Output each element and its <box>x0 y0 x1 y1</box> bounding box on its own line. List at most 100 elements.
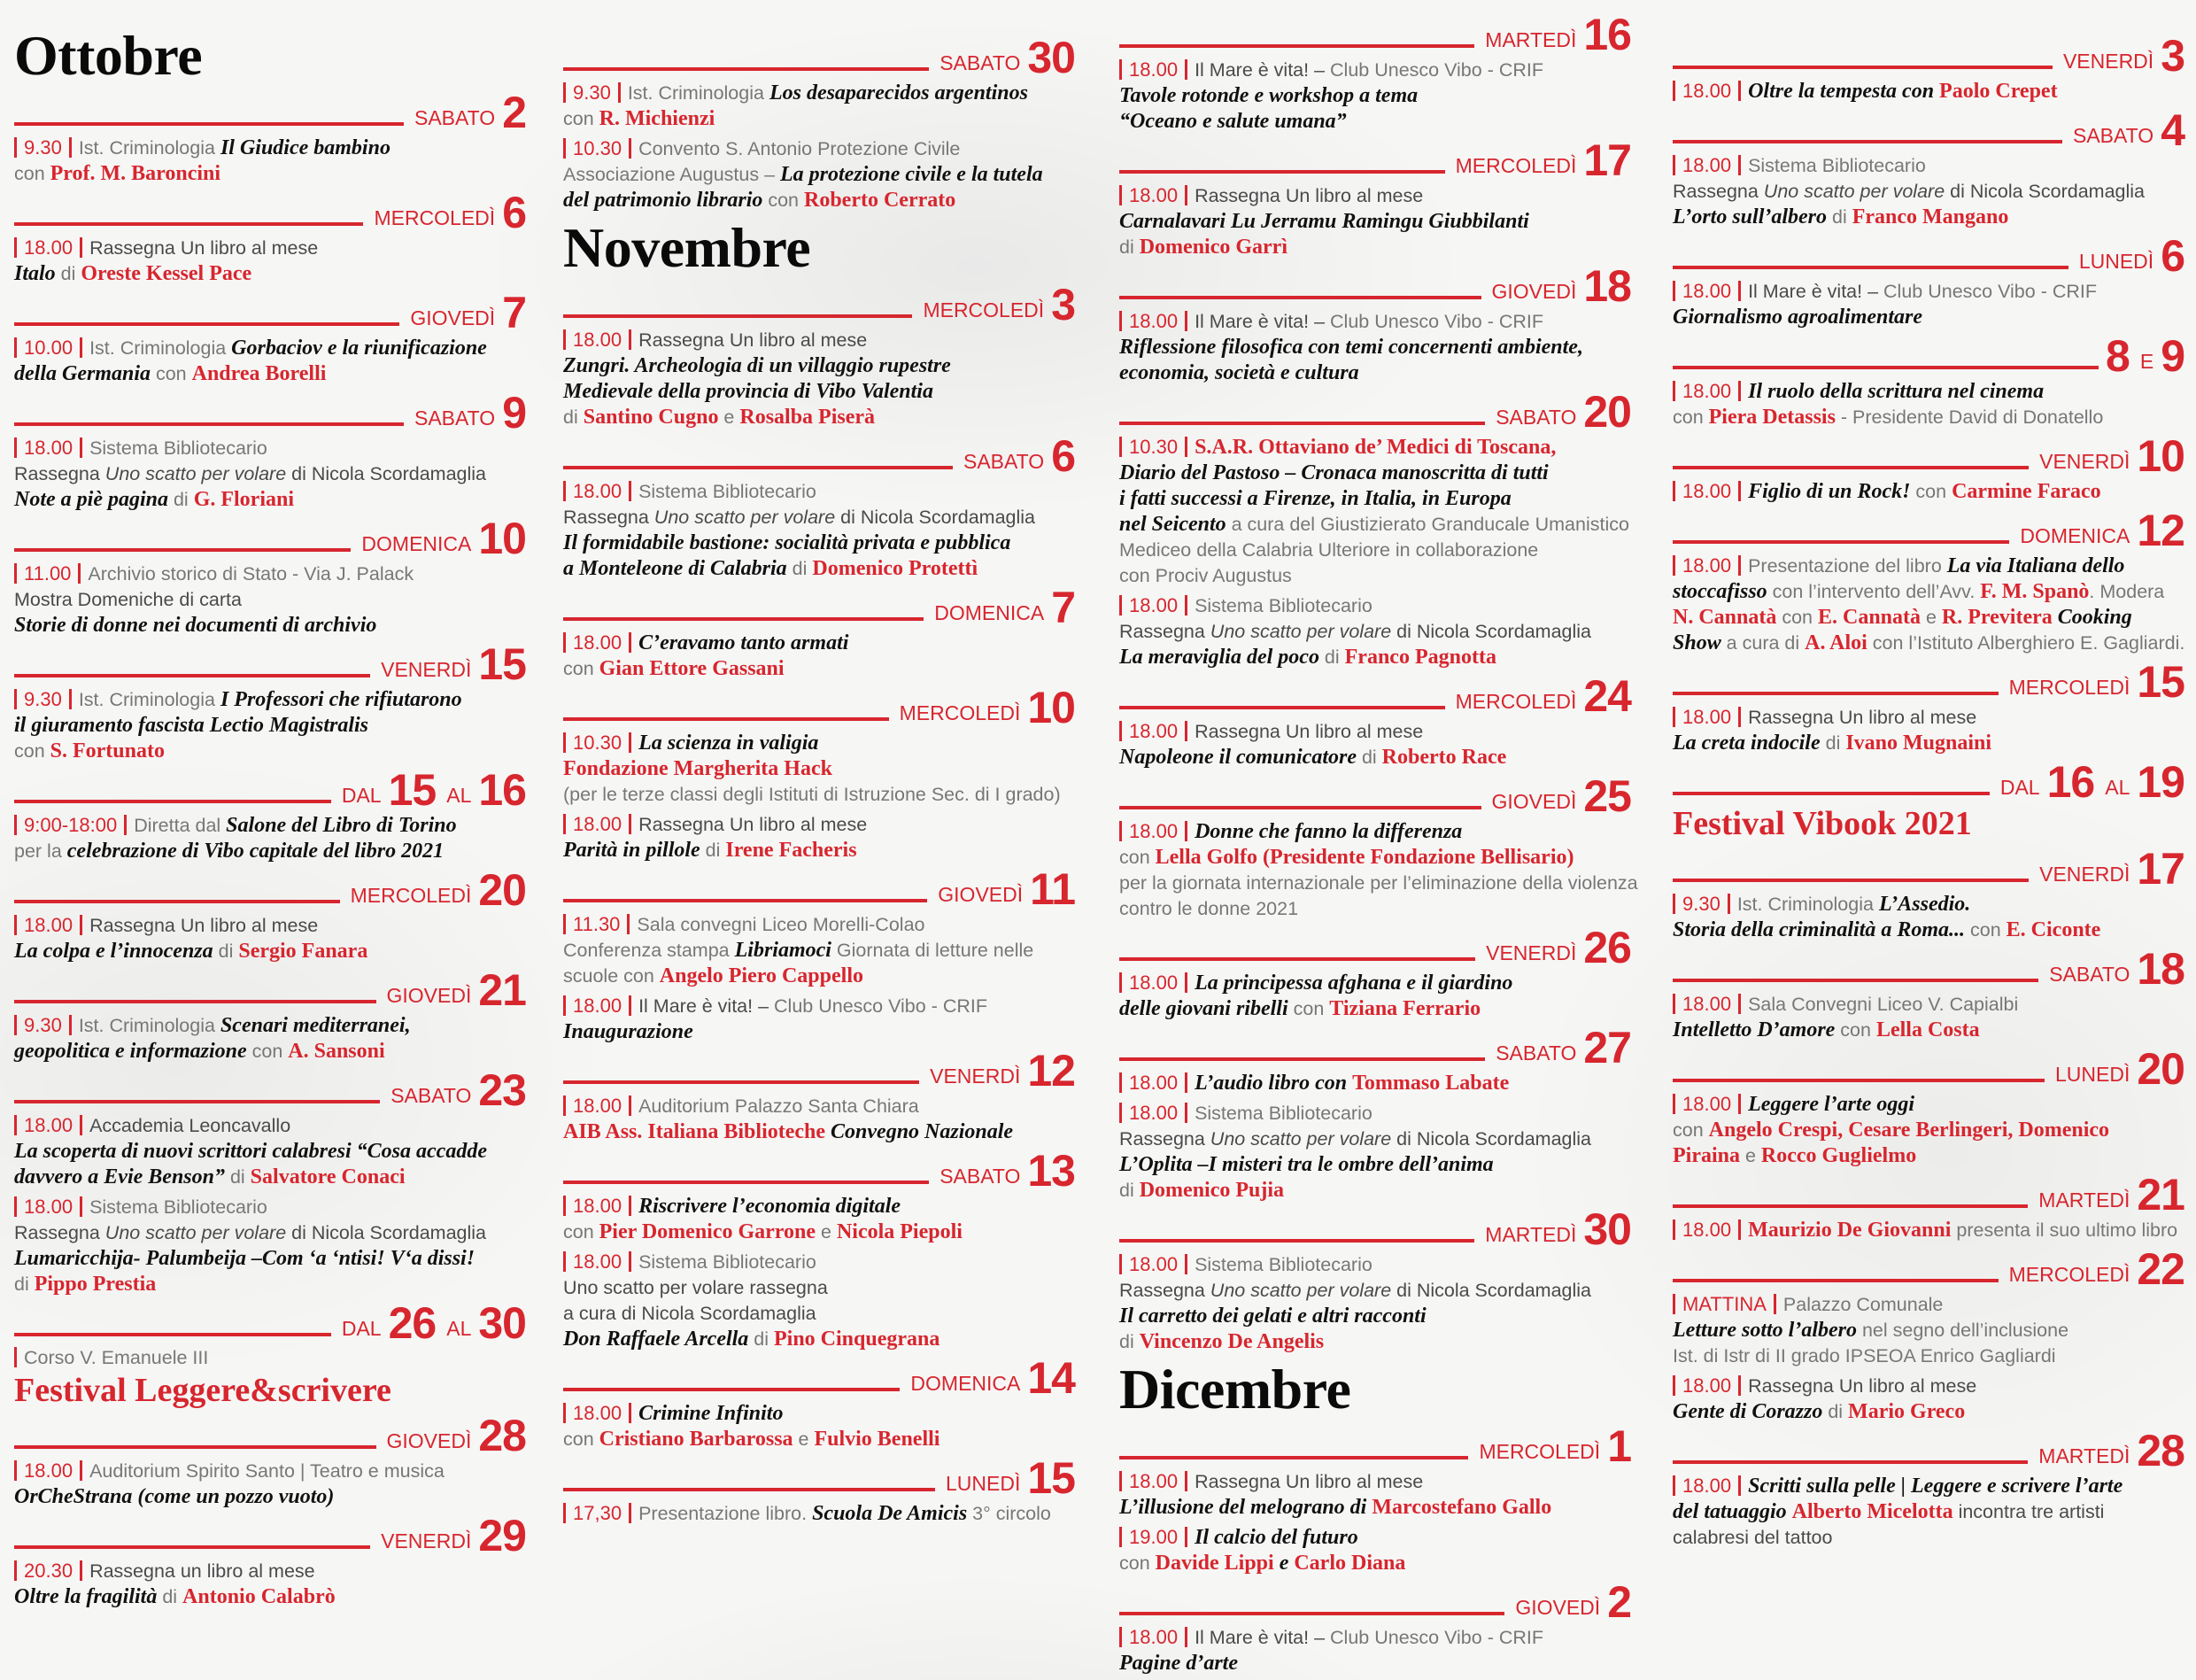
time-bar <box>1119 1103 1122 1123</box>
header-rule <box>14 222 364 226</box>
event-time: 18.00 <box>573 1402 622 1424</box>
event-info: di <box>748 1328 774 1350</box>
header-rule <box>1119 957 1476 961</box>
day-header: DOMENICA 10 <box>14 516 527 561</box>
day-block: SABATO 18 18.00 Sala Convegni Liceo V. Capi… <box>1673 947 2185 1043</box>
event-entry: 10.30 Convento S. Antonio Protezione Civi… <box>563 135 1075 213</box>
event-line: geopolitica e informazione con A. Sanson… <box>14 1039 526 1065</box>
event-entry: 9.30 Ist. Criminologia I Professori che r… <box>14 686 526 764</box>
event-title: Letture sotto l’albero <box>1673 1319 1857 1342</box>
event-info: con <box>1673 406 1709 428</box>
time-bar <box>1738 1475 1742 1496</box>
header-rule <box>1119 170 1445 174</box>
event-time: 18.00 <box>24 1459 73 1482</box>
event-line: calabresi del tattoo <box>1673 1525 2184 1551</box>
event-info: di <box>224 1166 251 1188</box>
speaker-name: E. Cannatà <box>1817 606 1922 629</box>
day-label: VENERDÌ <box>2039 863 2130 886</box>
header-rule <box>1673 366 2099 369</box>
time-bar <box>629 1196 632 1216</box>
event-line: Show a cura di A. Aloi con l’Istituto Al… <box>1673 631 2184 656</box>
event-info: Presentazione del libro <box>1748 555 1947 577</box>
event-time: 9.30 <box>24 136 62 159</box>
day-label: SABATO <box>939 1165 1021 1188</box>
day-label: E <box>2139 350 2154 373</box>
event-info: presenta il suo ultimo libro <box>1951 1219 2178 1241</box>
event-info: Sistema Bibliotecario <box>89 1196 267 1218</box>
day-number: 13 <box>1027 1146 1076 1196</box>
event-line: 18.00 Rassegna Un libro al mese <box>563 811 1075 838</box>
event-info: con <box>1965 919 2007 941</box>
event-title: Inaugurazione <box>563 1020 693 1043</box>
event-info: con <box>1119 847 1156 868</box>
day-header: SABATO 27 <box>1119 1026 1632 1070</box>
time-bar <box>563 914 566 934</box>
day-label: SABATO <box>963 450 1045 473</box>
event-entry: 18.00 Il ruolo della scrittura nel cinema… <box>1673 378 2184 430</box>
event-title: Riscrivere l’economia digitale <box>638 1195 901 1218</box>
event-info: di <box>563 406 584 428</box>
header-rule <box>14 674 371 677</box>
header-rule <box>1673 266 2068 269</box>
event-time: 18.00 <box>1129 820 1179 842</box>
day-label: MERCOLEDÌ <box>374 206 496 229</box>
event-title: Il ruolo della scrittura nel cinema <box>1748 380 2045 403</box>
day-label: GIOVEDÌ <box>410 306 496 329</box>
day-number: 9 <box>502 388 527 437</box>
event-title: Giornalismo agroalimentare <box>1673 306 1923 329</box>
day-number: 8 <box>2106 331 2130 381</box>
day-block: VENERDÌ 15 9.30 Ist. Criminologia I Profess… <box>14 642 527 764</box>
event-line: con Cristiano Barbarossa e Fulvio Benell… <box>563 1427 1075 1452</box>
event-line: con Prociv Augustus <box>1119 563 1631 589</box>
event-info: Archivio storico di Stato - Via J. Palac… <box>88 563 414 585</box>
day-header: DAL 26 AL 30 <box>14 1301 527 1345</box>
day-header: GIOVEDÌ 25 <box>1119 774 1632 818</box>
event-line: 18.00 Sistema Bibliotecario <box>563 478 1075 505</box>
event-info: Club Unesco Vibo - CRIF <box>1883 281 2097 302</box>
event-entry: 9.30 Ist. Criminologia Il Giudice bambino… <box>14 135 526 187</box>
header-rule <box>1673 466 2030 469</box>
event-entry: 18.00 Rassegna Un libro al mese L’illusion… <box>1119 1468 1631 1521</box>
time-bar <box>68 689 72 709</box>
event-line: Corso V. Emanuele III <box>14 1345 526 1371</box>
time-bar <box>14 1196 17 1217</box>
speaker-name: Andrea Borelli <box>191 362 327 385</box>
speaker-name: Pier Domenico Garrone <box>599 1220 816 1243</box>
event-info: Rassegna <box>1119 1280 1210 1301</box>
event-info: Auditorium Palazzo Santa Chiara <box>638 1095 919 1117</box>
day-number: 18 <box>1583 261 1632 311</box>
event-info: Il Mare è vita! – <box>638 995 775 1017</box>
event-line: 18.00 Crimine Infinito <box>563 1400 1075 1427</box>
event-info: Sistema Bibliotecario <box>638 1251 816 1273</box>
event-title: Cooking <box>2052 606 2132 629</box>
day-label: DOMENICA <box>934 601 1045 624</box>
speaker-name: E. Ciconte <box>2006 918 2101 941</box>
event-info: di <box>168 489 194 510</box>
header-rule <box>14 548 352 552</box>
day-block: VENERDÌ 10 18.00 Figlio di un Rock! con Car… <box>1673 434 2185 505</box>
event-line: del patrimonio librario con Roberto Cerr… <box>563 188 1075 213</box>
event-entry: 10.30 La scienza in valigia Fondazione Mar… <box>563 730 1075 808</box>
event-entry: 18.00 Sistema Bibliotecario Rassegna Uno s… <box>563 478 1075 582</box>
event-info: Ist. Criminologia <box>78 1015 220 1036</box>
day-label: SABATO <box>939 51 1021 74</box>
day-block: VENERDÌ 3 18.00 Oltre la tempesta con Paolo… <box>1673 34 2185 105</box>
event-info: Sistema Bibliotecario <box>1195 1103 1372 1124</box>
event-entry: 18.00 C’eravamo tanto armati con Gian Etto… <box>563 630 1075 682</box>
event-title: Convegno Nazionale <box>831 1120 1014 1143</box>
time-bar <box>1119 437 1122 457</box>
day-number: 23 <box>478 1065 527 1115</box>
time-bar <box>1673 155 1675 175</box>
event-line: L’orto sull’albero di Franco Mangano <box>1673 205 2184 230</box>
day-label: MERCOLEDÌ <box>1479 1440 1601 1463</box>
speaker-name: Rosalba Piserà <box>739 406 876 429</box>
day-header: MARTEDÌ 16 <box>1119 12 1632 57</box>
day-block: VENERDÌ 29 20.30 Rassegna un libro al mese O… <box>14 1514 527 1610</box>
day-header: SABATO 2 <box>14 90 527 135</box>
event-time: 18.00 <box>1682 80 1732 102</box>
time-bar <box>1185 1471 1188 1491</box>
event-time: 10.00 <box>24 337 73 359</box>
time-bar <box>629 732 632 753</box>
day-header: DOMENICA 12 <box>1673 508 2185 553</box>
day-header: SABATO 4 <box>1673 108 2185 152</box>
